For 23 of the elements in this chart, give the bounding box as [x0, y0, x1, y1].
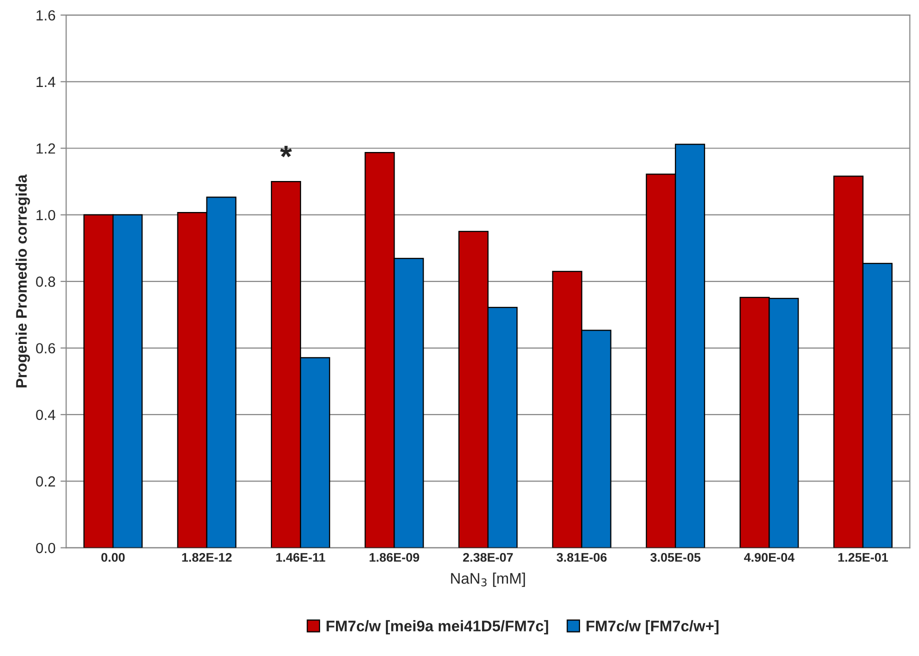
- x-tick-label: 3.05E-05: [650, 552, 700, 562]
- y-tick-label: 1.0: [36, 210, 56, 220]
- x-tick-label: 2.38E-07: [463, 552, 513, 562]
- annotation: *: [280, 146, 292, 158]
- y-axis-title: Progenie Promedio corregida: [16, 174, 30, 388]
- y-tick-label: 0.8: [36, 276, 56, 287]
- x-axis-title: NaN$_{3}$ [mM]: [451, 572, 525, 587]
- x-tick-label: 1.25E-01: [838, 552, 888, 562]
- y-tick-label: 0.0: [36, 542, 56, 554]
- y-tick-label: 0.6: [36, 343, 56, 354]
- legend-label: FM7c/w [FM7c/w+]: [586, 620, 718, 634]
- x-tick-label: 3.81E-06: [556, 552, 607, 562]
- x-tick-label: 4.90E-04: [744, 552, 795, 562]
- x-tick-label: 1.82E-12: [182, 552, 232, 562]
- legend-label: FM7c/w [mei9a mei41D5/FM7c]: [326, 620, 548, 634]
- y-tick-label: 1.4: [36, 76, 56, 87]
- x-tick-label: 0.00: [101, 552, 125, 562]
- y-tick-label: 1.6: [36, 10, 56, 21]
- y-tick-label: 1.2: [36, 143, 56, 154]
- x-tick-label: 1.86E-09: [370, 552, 420, 562]
- y-tick-label: 0.4: [36, 410, 56, 420]
- x-tick-label: 1.46E-11: [276, 552, 326, 562]
- y-tick-label: 0.2: [36, 476, 56, 487]
